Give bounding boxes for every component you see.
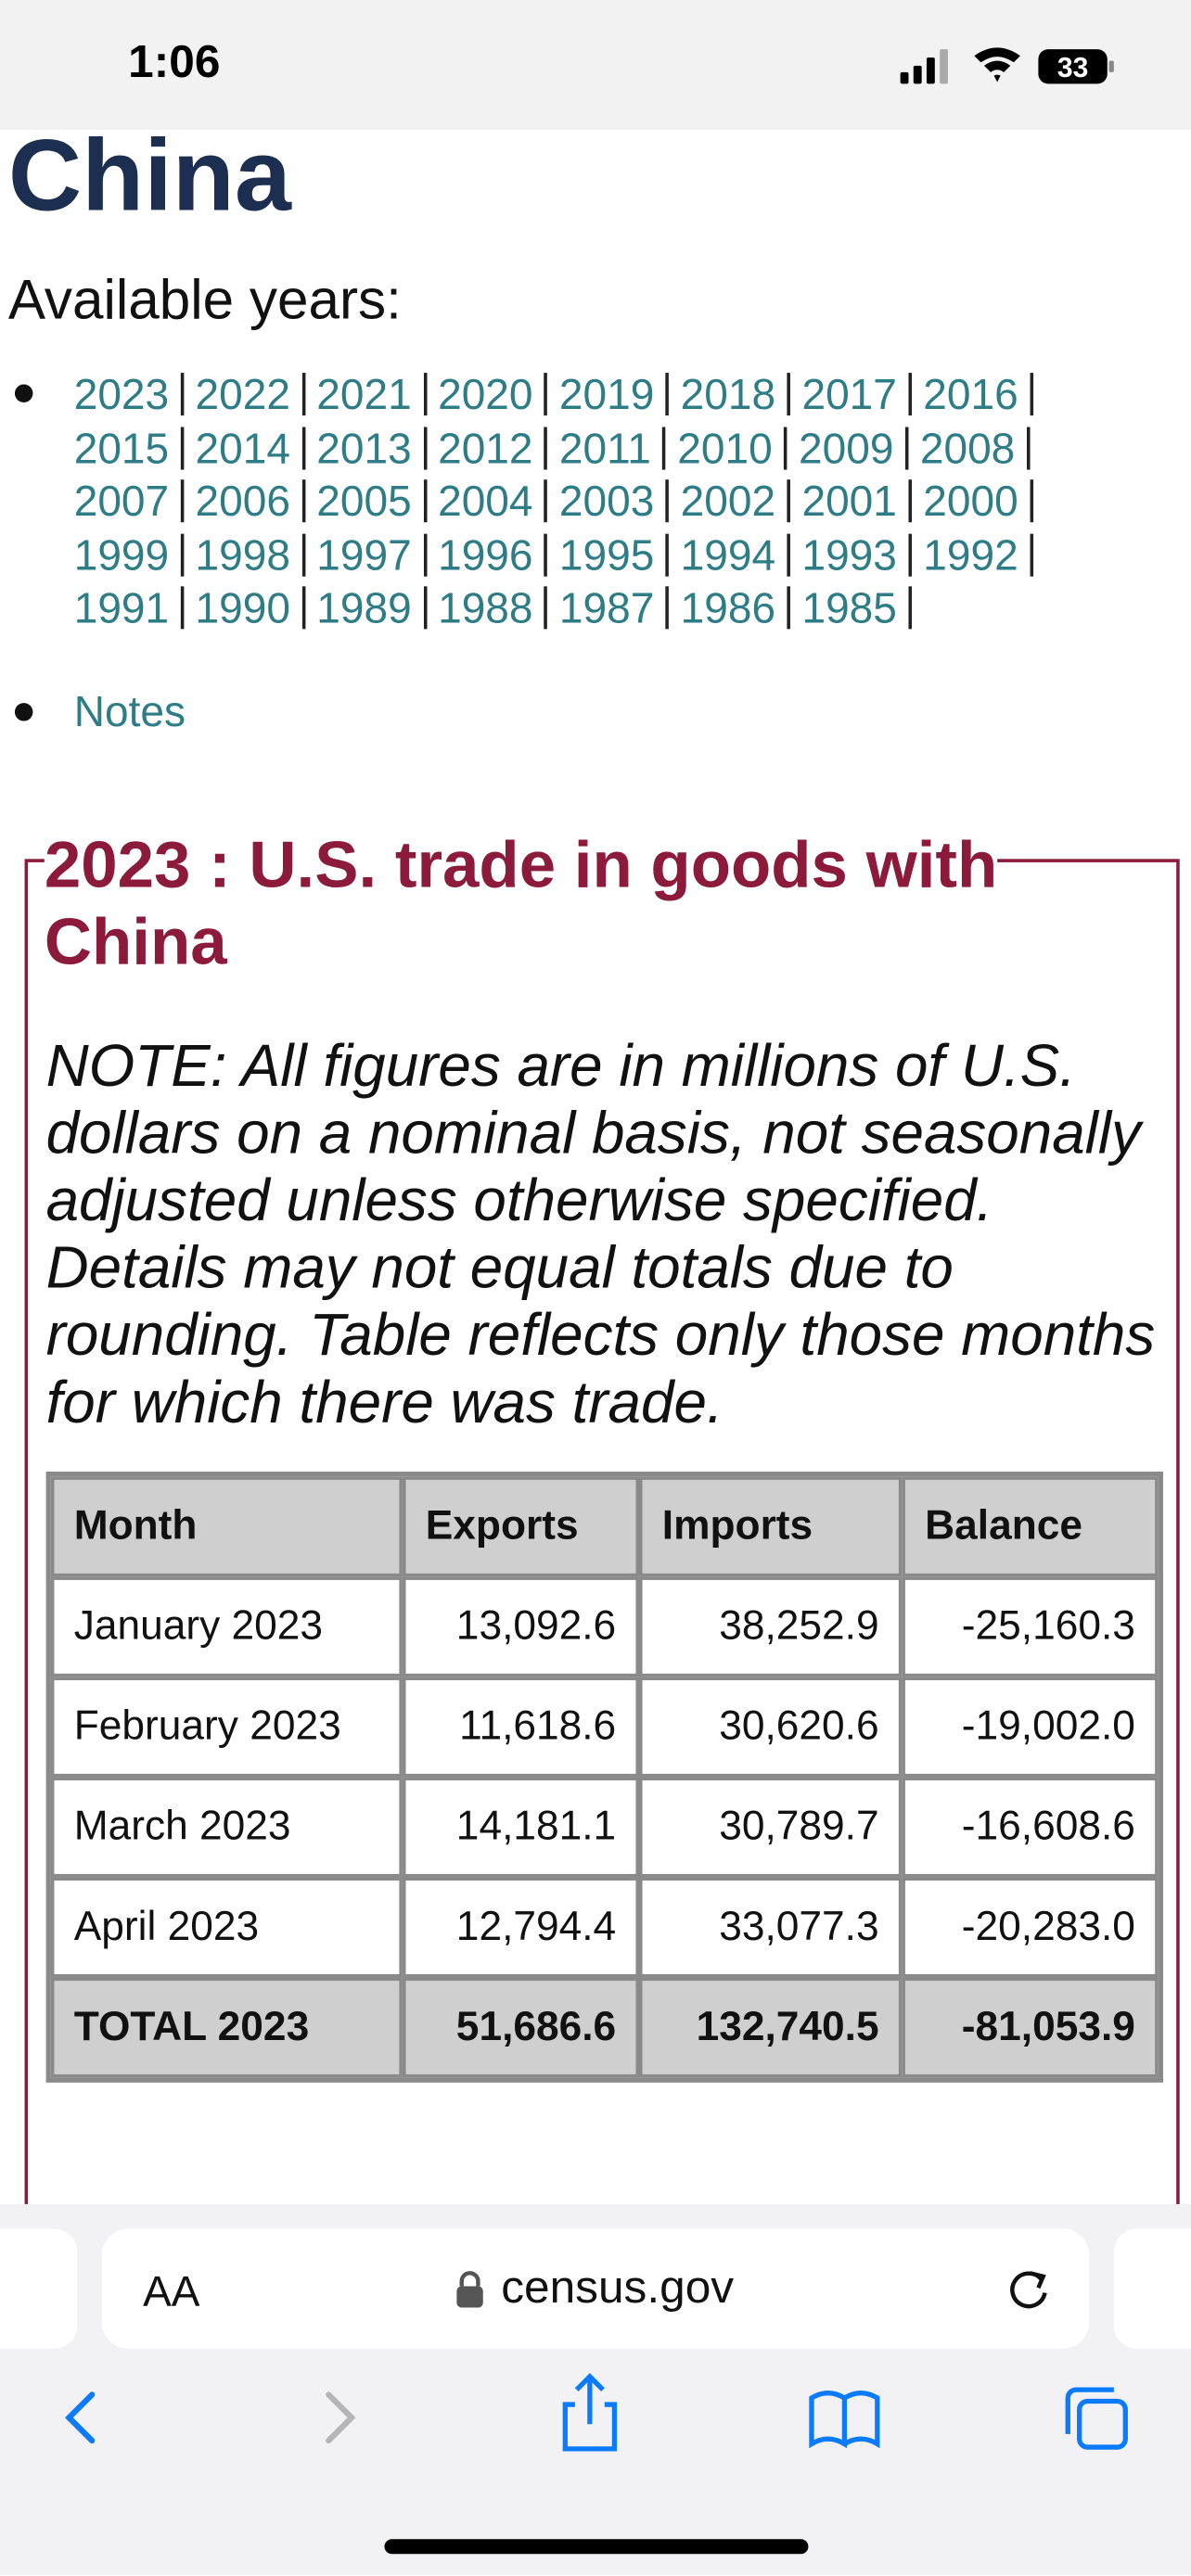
year-link[interactable]: 1986 — [681, 586, 791, 631]
address-bar[interactable] — [101, 2228, 1090, 2349]
value-cell: 30,789.7 — [638, 1777, 903, 1878]
clock: 1:06 — [128, 35, 221, 87]
column-header: Month — [50, 1476, 403, 1577]
year-link[interactable]: 2017 — [801, 373, 912, 416]
note: NOTE: All figures are in millions of U.S… — [45, 1031, 1156, 1436]
year-link[interactable]: 1990 — [195, 586, 305, 631]
previous-tab[interactable] — [0, 2228, 78, 2349]
value-cell: 38,252.9 — [638, 1576, 903, 1677]
page-title: China — [7, 120, 291, 234]
year-link[interactable]: 2020 — [438, 373, 548, 416]
year-link[interactable]: 2008 — [920, 426, 1031, 469]
year-link[interactable]: 2002 — [681, 479, 791, 523]
forward-button[interactable] — [326, 2391, 356, 2444]
year-link[interactable]: 2012 — [438, 426, 548, 469]
year-link[interactable]: 1996 — [438, 533, 548, 576]
value-cell: -19,002.0 — [902, 1677, 1159, 1778]
reload-button[interactable] — [1002, 2264, 1055, 2316]
home-indicator — [384, 2539, 809, 2555]
table-row: March 2023 14,181.1 30,789.7 -16,608.6 — [50, 1777, 1159, 1878]
year-link[interactable]: 2021 — [316, 373, 427, 416]
section-heading: 2023 : U.S. trade in goods with China — [44, 828, 1096, 982]
total-value-cell: 132,740.5 — [638, 1977, 903, 2078]
year-link[interactable]: 1989 — [316, 586, 427, 631]
bookmarks-button[interactable] — [809, 2390, 880, 2449]
column-header: Imports — [638, 1476, 903, 1577]
year-link[interactable]: 2007 — [74, 479, 185, 523]
value-cell: 33,077.3 — [638, 1877, 903, 1978]
header-row: Month Exports Imports Balance — [50, 1476, 1159, 1577]
year-link[interactable]: 2019 — [559, 373, 670, 416]
value-cell: 14,181.1 — [402, 1777, 639, 1878]
month-cell: March 2023 — [50, 1777, 403, 1878]
year-link[interactable]: 1995 — [559, 533, 670, 576]
year-link[interactable]: 2010 — [677, 426, 788, 469]
next-tab[interactable] — [1113, 2228, 1191, 2349]
value-cell: 30,620.6 — [638, 1677, 903, 1778]
year-link[interactable]: 1997 — [316, 533, 427, 576]
value-cell: -25,160.3 — [902, 1576, 1159, 1677]
total-value-cell: 51,686.6 — [402, 1977, 639, 2078]
year-link[interactable]: 2011 — [559, 426, 666, 469]
url[interactable]: census.gov — [501, 2261, 735, 2313]
table-row: January 2023 13,092.6 38,252.9 -25,160.3 — [50, 1576, 1159, 1677]
year-link[interactable]: 2013 — [316, 426, 427, 469]
month-cell: January 2023 — [50, 1576, 403, 1677]
section-heading-text: 2023 : U.S. trade in goods with China — [44, 829, 998, 979]
year-link[interactable]: 1991 — [74, 586, 185, 631]
year-link[interactable]: 1993 — [801, 533, 912, 576]
status-icons: 33 — [900, 47, 1114, 84]
bullet — [14, 703, 33, 721]
text-size-button[interactable]: AA — [143, 2266, 200, 2316]
notes-link[interactable]: Notes — [73, 686, 186, 736]
value-cell: 13,092.6 — [402, 1576, 639, 1677]
value-cell: -20,283.0 — [902, 1877, 1159, 1978]
year-link[interactable]: 2005 — [316, 479, 427, 523]
value-cell: 12,794.4 — [402, 1877, 639, 1978]
year-link[interactable]: 1992 — [923, 533, 1033, 576]
year-link[interactable]: 2004 — [438, 479, 548, 523]
year-link[interactable]: 2015 — [74, 426, 185, 469]
column-header: Exports — [402, 1476, 639, 1577]
year-link[interactable]: 1987 — [559, 586, 670, 631]
total-row: TOTAL 2023 51,686.6 132,740.5 -81,053.9 — [50, 1977, 1159, 2078]
share-button[interactable] — [562, 2373, 618, 2452]
month-cell: February 2023 — [50, 1677, 403, 1778]
value-cell: -16,608.6 — [902, 1777, 1159, 1878]
value-cell: 11,618.6 — [402, 1677, 639, 1778]
year-link[interactable]: 1998 — [195, 533, 305, 576]
available-years-label: Available years: — [7, 269, 402, 332]
year-link[interactable]: 2001 — [801, 479, 912, 523]
year-link[interactable]: 1994 — [681, 533, 791, 576]
table-row: April 2023 12,794.4 33,077.3 -20,283.0 — [50, 1877, 1159, 1978]
year-link[interactable]: 2016 — [923, 373, 1033, 416]
year-link[interactable]: 2022 — [195, 373, 305, 416]
year-link[interactable]: 2006 — [195, 479, 305, 523]
tabs-button[interactable] — [1065, 2387, 1128, 2450]
back-button[interactable] — [65, 2391, 96, 2444]
lock-icon — [456, 2271, 483, 2308]
total-label-cell: TOTAL 2023 — [50, 1977, 403, 2078]
column-header: Balance — [902, 1476, 1159, 1577]
year-list: 2023 2022 2021 2020 2019 2018 2017 2016 2015 2014… — [74, 368, 1175, 636]
year-link[interactable]: 2014 — [195, 426, 305, 469]
year-link[interactable]: 2009 — [799, 426, 909, 469]
table-body: January 2023 13,092.6 38,252.9 -25,160.3 Feb… — [50, 1576, 1159, 2078]
year-link[interactable]: 1985 — [801, 586, 912, 631]
year-link[interactable]: 2003 — [559, 479, 670, 523]
trade-table: Month Exports Imports Balance January 2023 1… — [45, 1471, 1164, 2083]
year-link[interactable]: 1988 — [438, 586, 548, 631]
year-link[interactable]: 1999 — [74, 533, 185, 576]
total-value-cell: -81,053.9 — [902, 1977, 1159, 2078]
bullet — [14, 384, 33, 402]
year-link[interactable]: 2018 — [681, 373, 791, 416]
month-cell: April 2023 — [50, 1877, 403, 1978]
table-row: February 2023 11,618.6 30,620.6 -19,002.0 — [50, 1677, 1159, 1778]
nav-icons — [65, 2373, 1128, 2452]
year-link[interactable]: 2023 — [74, 373, 185, 416]
year-link[interactable]: 2000 — [923, 479, 1033, 523]
battery-level: 33 — [1057, 53, 1088, 83]
